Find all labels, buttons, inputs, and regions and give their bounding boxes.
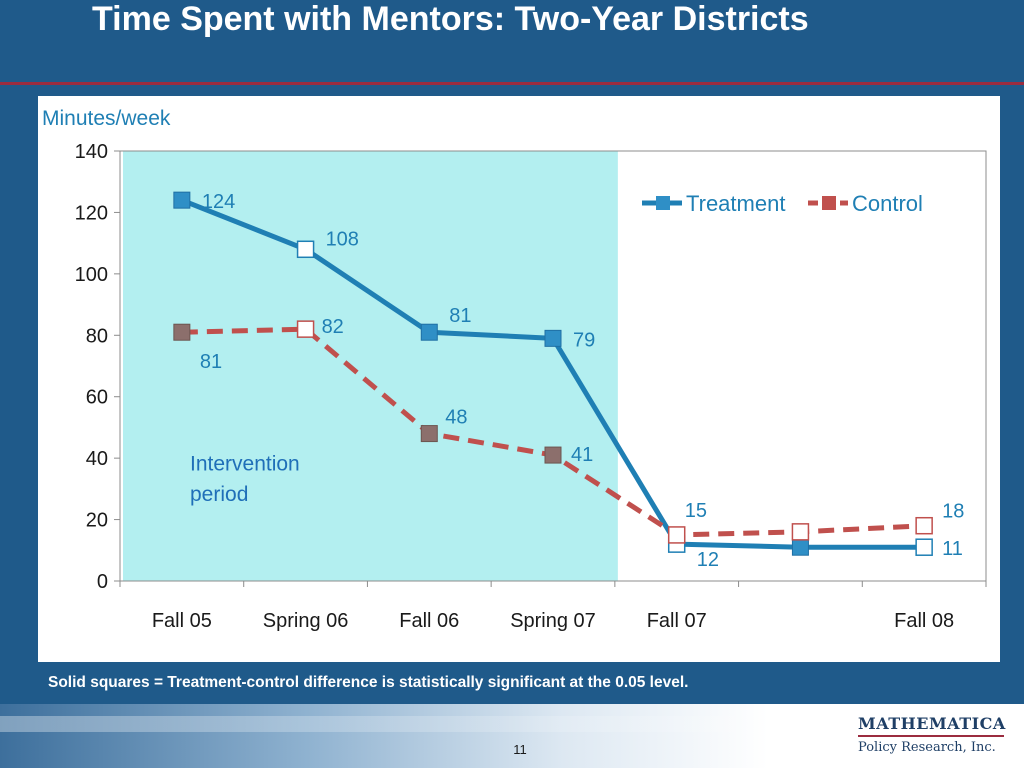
- data-point-control: [173, 323, 191, 341]
- data-label-control: 41: [571, 444, 593, 466]
- line-chart: Intervention period 0 20 40 60 80 100 120 140 Minu…: [42, 107, 987, 632]
- y-tick-label: 60: [86, 387, 108, 409]
- footer-stripe: [0, 716, 1024, 732]
- intervention-region: [123, 151, 618, 581]
- y-tick-label: 0: [97, 571, 108, 593]
- footer-band: [0, 704, 1024, 768]
- data-label-treatment: 12: [697, 549, 719, 571]
- logo-wordmark: MATHEMATICA: [858, 714, 1006, 733]
- y-tick-label: 140: [75, 141, 108, 163]
- data-point-control: [915, 516, 933, 535]
- data-label-control: 15: [685, 500, 707, 522]
- y-tick-label: 20: [86, 510, 108, 532]
- x-tick-label: Fall 08: [894, 610, 954, 632]
- data-label-treatment: 11: [942, 538, 963, 560]
- y-tick-label: 100: [75, 264, 108, 286]
- data-label-treatment: 79: [573, 329, 595, 351]
- data-label-control: 18: [942, 501, 964, 523]
- data-point-control: [791, 523, 810, 541]
- data-point-treatment: [544, 329, 562, 347]
- data-point-control: [420, 425, 438, 443]
- x-tick-label: Spring 07: [510, 610, 596, 632]
- data-point-control: [667, 526, 686, 544]
- intervention-label-line1: Intervention: [190, 452, 300, 475]
- x-tick-label: Spring 06: [263, 610, 349, 632]
- data-label-control: 82: [322, 316, 344, 338]
- mathematica-logo: MATHEMATICA Policy Research, Inc.: [858, 714, 1008, 762]
- logo-subtitle: Policy Research, Inc.: [858, 740, 996, 755]
- data-label-treatment: 81: [449, 305, 471, 327]
- data-label-treatment: 108: [326, 228, 359, 250]
- slide-title: Time Spent with Mentors: Two-Year Distri…: [92, 0, 809, 38]
- logo-rule: [858, 735, 1004, 737]
- title-divider: [0, 82, 1024, 85]
- x-tick-label: Fall 05: [152, 610, 212, 632]
- plot-frame: [119, 150, 987, 582]
- y-tick-label: 120: [75, 202, 108, 224]
- data-point-treatment: [791, 538, 809, 556]
- data-label-control: 81: [200, 351, 222, 373]
- x-tick-label: Fall 07: [647, 610, 707, 632]
- legend-label-treatment: Treatment: [686, 191, 785, 216]
- data-point-control: [544, 446, 562, 464]
- y-tick-label: 80: [86, 325, 108, 347]
- legend-label-control: Control: [852, 191, 923, 216]
- chart-panel: Intervention period 0 20 40 60 80 100 120 140 Minu…: [38, 96, 1000, 662]
- data-point-treatment: [420, 323, 438, 341]
- legend-marker-treatment: [656, 196, 670, 210]
- intervention-label-line2: period: [190, 483, 248, 506]
- data-label-control: 48: [445, 407, 467, 429]
- data-label-treatment: 124: [202, 191, 235, 213]
- data-point-treatment: [296, 240, 315, 259]
- footnote: Solid squares = Treatment-control differ…: [48, 674, 689, 691]
- data-point-control: [296, 320, 315, 338]
- y-tick-label: 40: [86, 448, 108, 470]
- x-tick-label: Fall 06: [399, 610, 459, 632]
- page-number: 11: [513, 742, 527, 757]
- y-axis-label: Minutes/week: [42, 107, 171, 130]
- legend-marker-control: [822, 196, 836, 210]
- data-point-treatment: [915, 538, 933, 556]
- data-point-treatment: [173, 191, 191, 209]
